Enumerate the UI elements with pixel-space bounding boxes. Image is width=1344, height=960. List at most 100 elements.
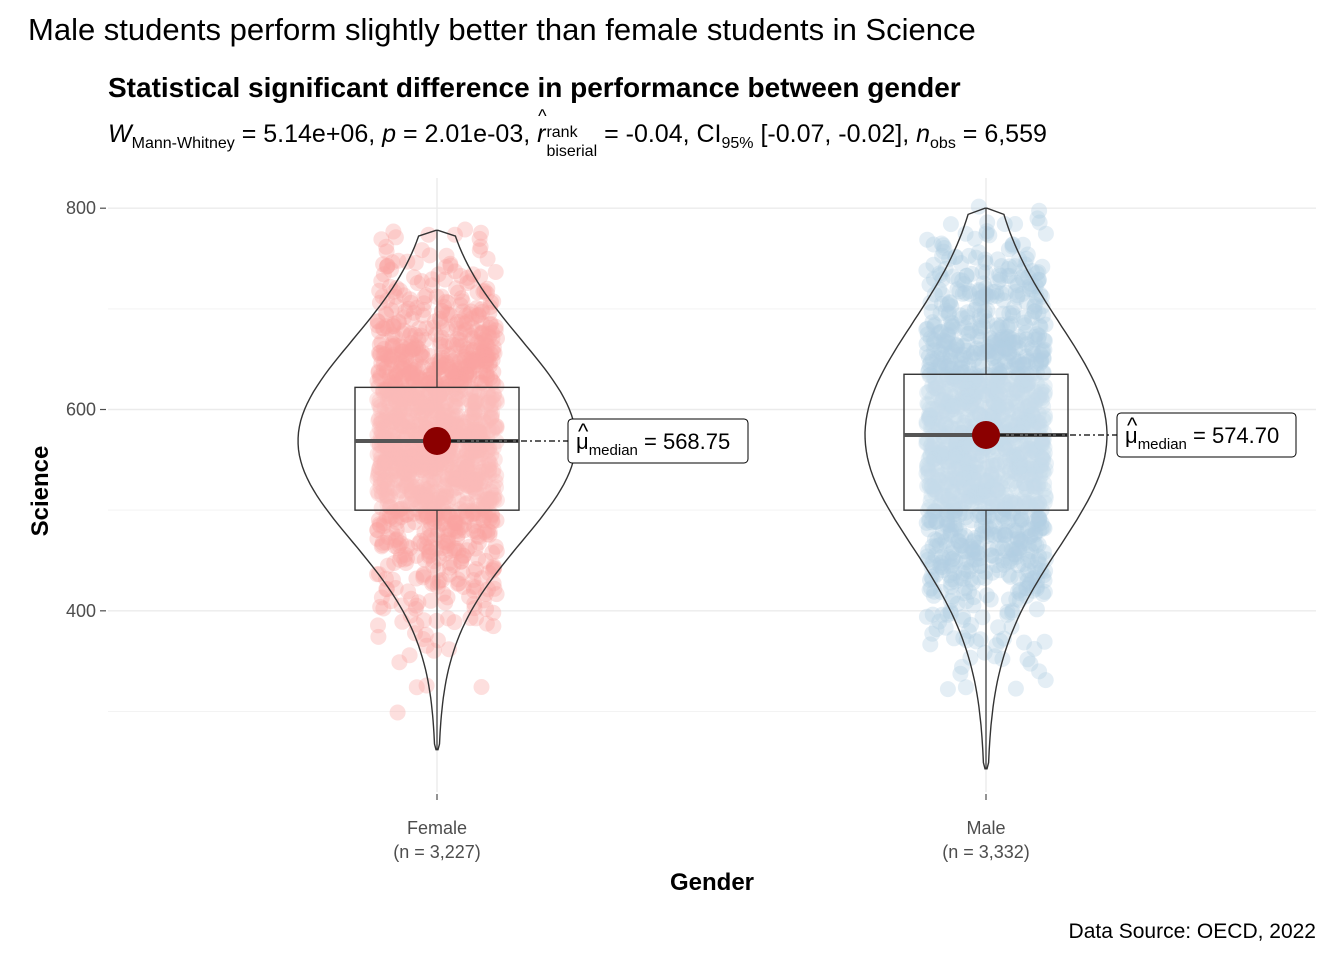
- data-point: [418, 454, 434, 471]
- data-point: [392, 359, 409, 376]
- data-point: [405, 466, 422, 483]
- data-point: [954, 658, 970, 675]
- data-point: [481, 526, 498, 543]
- data-point: [370, 345, 387, 362]
- data-point: [403, 310, 420, 327]
- data-point: [475, 346, 491, 363]
- data-point: [402, 495, 419, 512]
- data-point: [454, 463, 470, 480]
- data-point: [412, 532, 429, 549]
- data-point: [375, 361, 392, 378]
- data-point: [428, 540, 445, 557]
- data-point: [463, 350, 480, 367]
- data-point: [372, 368, 389, 385]
- data-point: [420, 381, 437, 398]
- data-point: [432, 491, 448, 507]
- data-point: [378, 488, 395, 505]
- data-point: [391, 403, 408, 420]
- data-point: [470, 306, 487, 323]
- data-point: [438, 457, 455, 474]
- data-point: [962, 571, 979, 588]
- data-point: [382, 421, 399, 437]
- data-point: [374, 537, 391, 553]
- data-point: [488, 418, 505, 435]
- data-point: [476, 340, 492, 357]
- data-point: [437, 385, 454, 401]
- data-point: [403, 426, 420, 443]
- data-point: [465, 582, 482, 599]
- data-point: [369, 446, 386, 463]
- data-point: [424, 495, 441, 511]
- data-point: [453, 312, 470, 329]
- data-point: [385, 316, 402, 332]
- data-point: [388, 280, 405, 296]
- data-point: [388, 456, 405, 472]
- data-point: [465, 503, 481, 520]
- data-point: [388, 446, 405, 463]
- data-point: [388, 500, 405, 517]
- data-point: [417, 332, 434, 348]
- data-point: [465, 563, 482, 580]
- data-point: [488, 378, 505, 395]
- data-point: [416, 448, 433, 465]
- data-point: [984, 350, 1001, 367]
- data-point: [449, 523, 466, 540]
- data-point: [484, 422, 501, 439]
- data-point: [464, 406, 481, 423]
- data-point: [385, 223, 402, 240]
- data-point: [416, 295, 432, 312]
- data-point: [416, 448, 432, 465]
- data-point: [437, 293, 454, 310]
- data-point: [409, 382, 426, 399]
- data-point: [372, 475, 389, 492]
- data-point: [439, 305, 456, 322]
- data-point: [426, 531, 443, 547]
- data-point: [434, 399, 451, 415]
- data-point: [393, 535, 409, 552]
- data-point: [396, 465, 413, 482]
- data-point: [447, 263, 464, 280]
- data-point: [479, 490, 496, 507]
- n-value: = 6,559: [955, 120, 1047, 148]
- data-point: [419, 530, 436, 547]
- data-point: [462, 327, 479, 344]
- data-point: [473, 570, 490, 587]
- data-point: [484, 343, 501, 360]
- data-point: [480, 422, 497, 439]
- data-point: [438, 376, 454, 393]
- median-layer: μmedian = 568.75^ μmedian = 574.70^: [423, 412, 1297, 464]
- data-point: [415, 492, 432, 509]
- data-point: [369, 317, 386, 334]
- data-point: [455, 547, 472, 564]
- data-point: [445, 336, 461, 353]
- data-point: [445, 410, 462, 427]
- data-point: [429, 401, 446, 418]
- data-point: [460, 450, 477, 466]
- data-point: [406, 269, 422, 286]
- data-point: [378, 451, 395, 468]
- data-point: [437, 259, 454, 275]
- axis-layer: 400 600 800 Science Gender Female (n = 3,227) M…: [27, 198, 1030, 896]
- data-point: [434, 365, 451, 382]
- data-point: [478, 350, 495, 366]
- data-point: [450, 419, 467, 435]
- data-point: [423, 411, 440, 427]
- data-point: [488, 418, 505, 435]
- data-point: [475, 496, 492, 513]
- data-point: [481, 357, 498, 374]
- data-point: [453, 553, 469, 570]
- data-point: [391, 396, 408, 413]
- data-point: [391, 470, 408, 487]
- data-point: [399, 455, 416, 472]
- data-point: [1015, 556, 1032, 572]
- data-point: [483, 409, 499, 426]
- data-point: [468, 393, 485, 409]
- data-point: [426, 361, 443, 378]
- median-point-male: [972, 420, 1000, 449]
- data-point: [464, 479, 481, 495]
- data-point: [381, 390, 398, 406]
- data-point: [442, 307, 458, 323]
- y-axis-title: Science: [27, 446, 54, 537]
- data-point: [389, 406, 406, 423]
- data-point: [408, 478, 425, 495]
